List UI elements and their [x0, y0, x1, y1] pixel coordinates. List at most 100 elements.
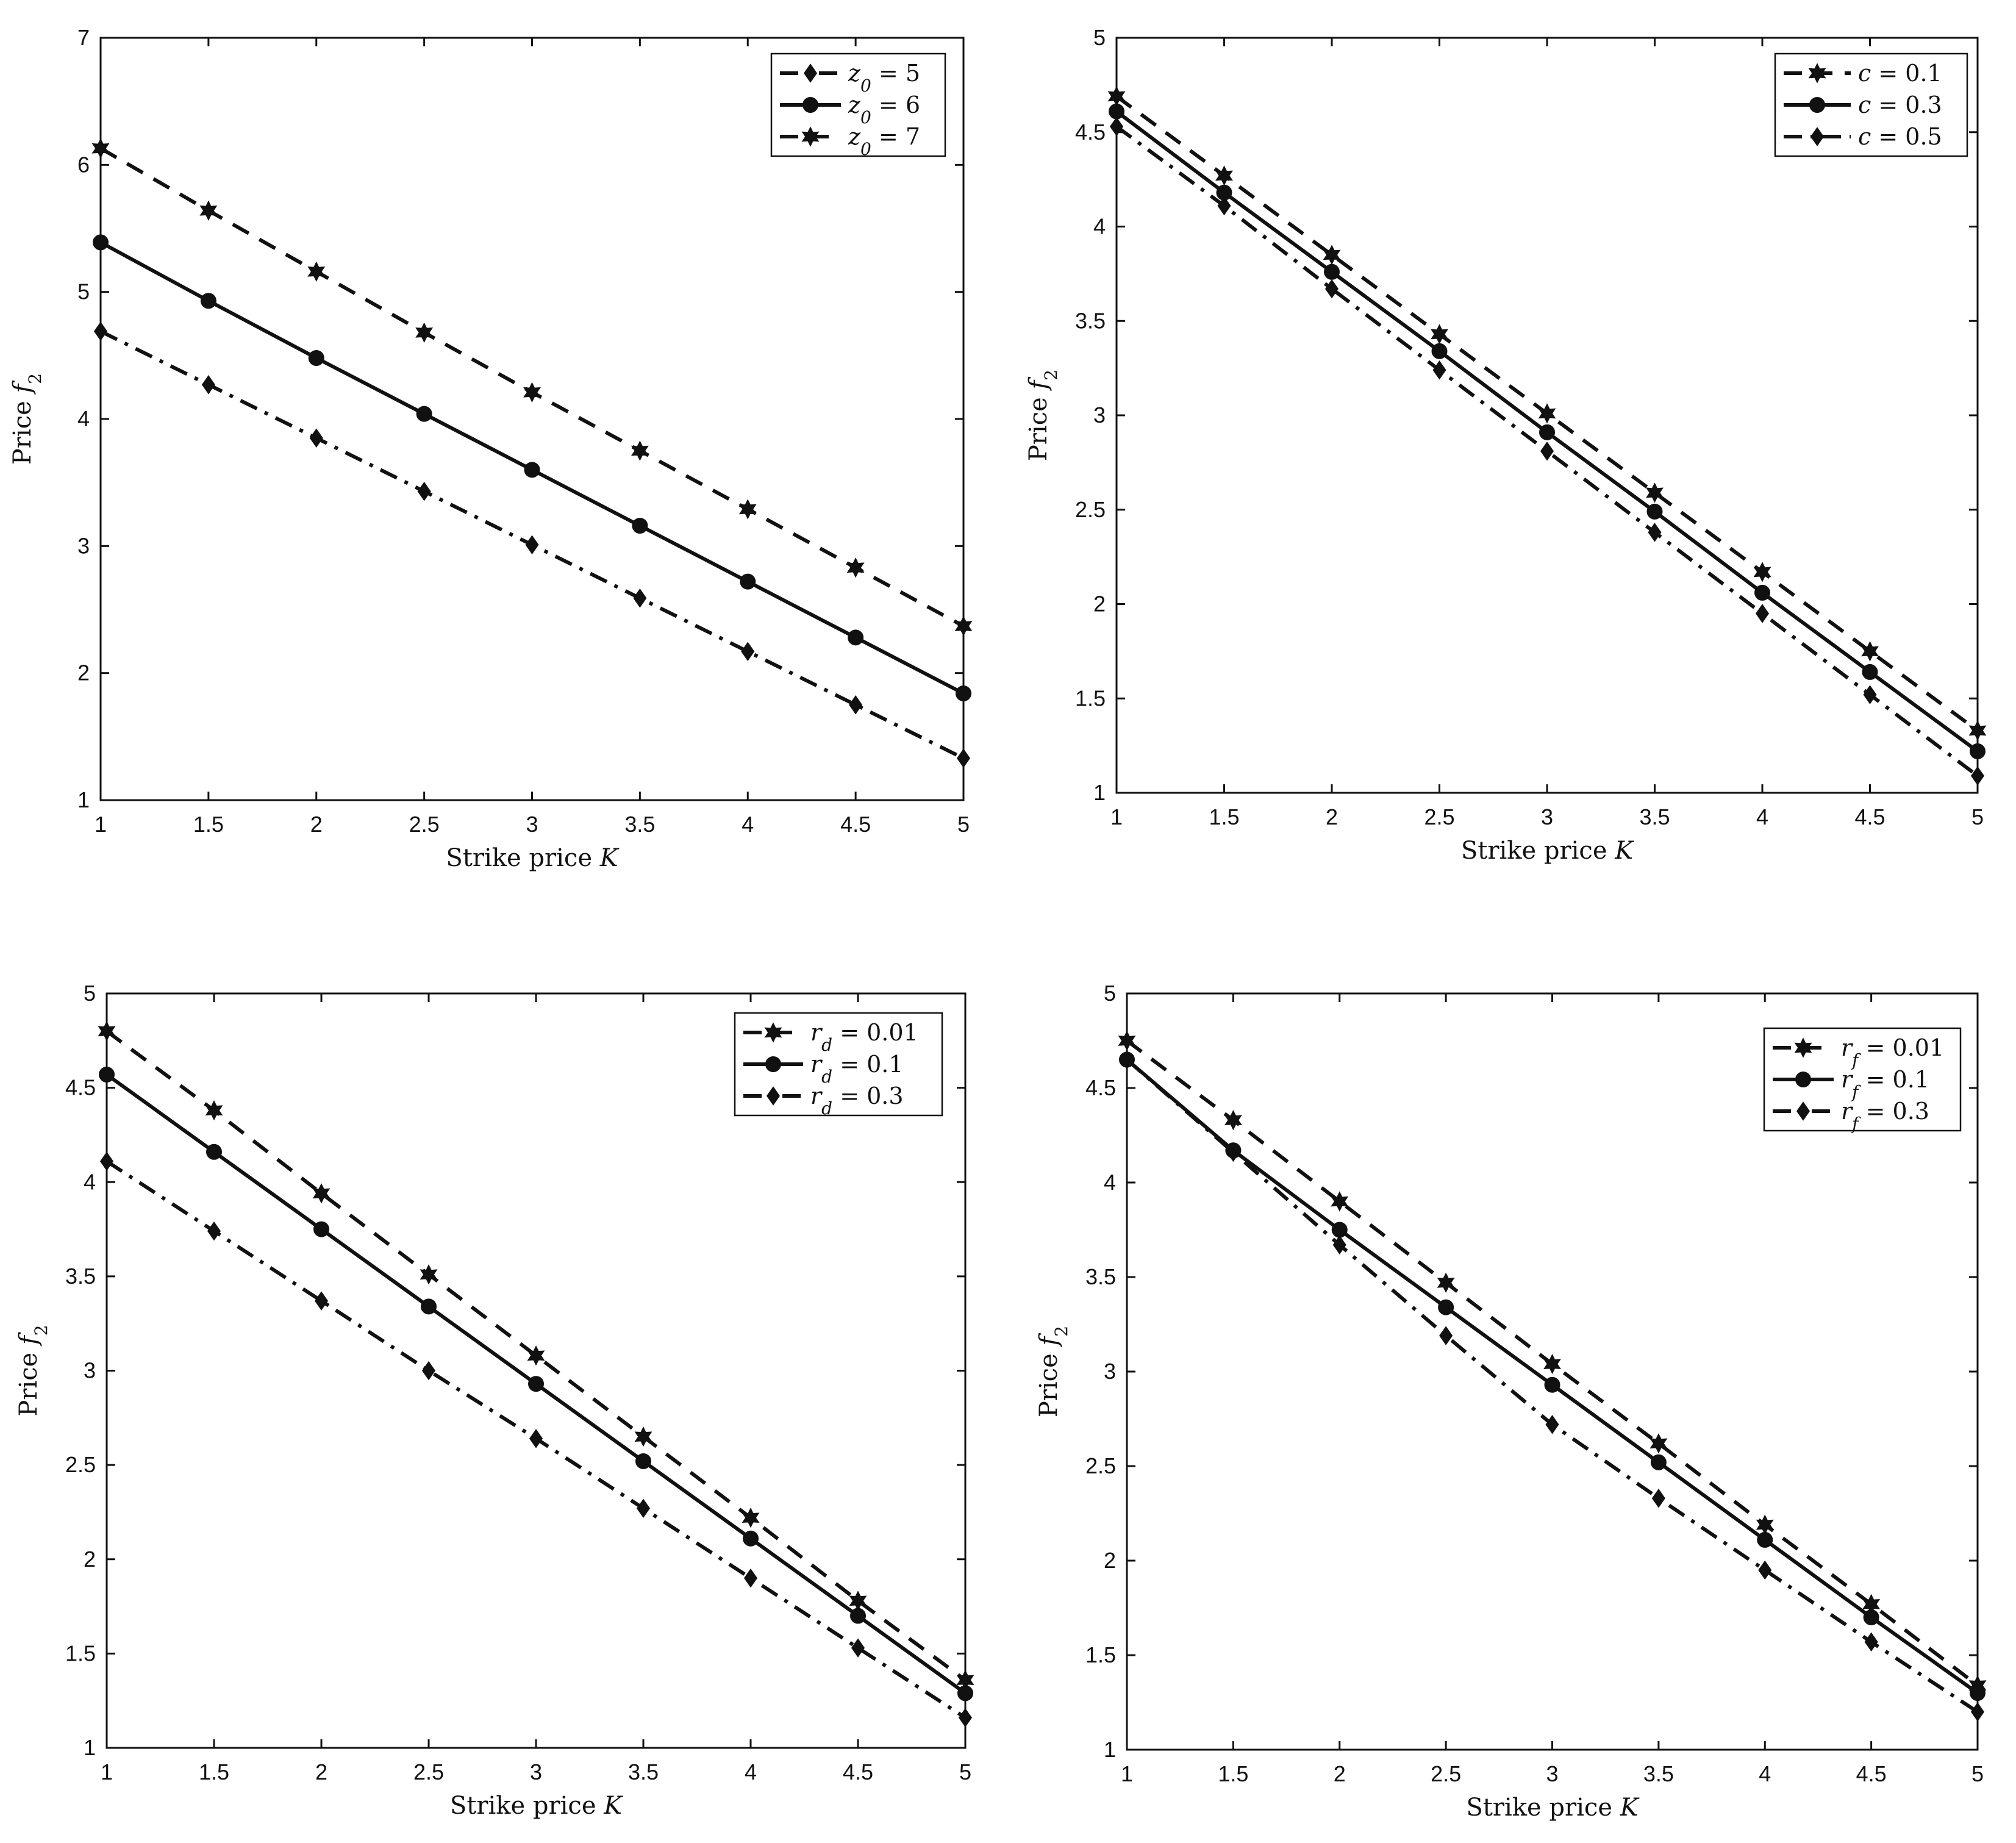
- data-point-diamond: [849, 695, 863, 715]
- y-tick-label: 5: [84, 981, 96, 1006]
- x-tick-label: 4: [745, 1759, 757, 1784]
- data-point-circle: [632, 518, 648, 534]
- legend-marker-hexagram: [1794, 1037, 1812, 1058]
- data-point-diamond: [636, 1498, 651, 1518]
- x-tick-label: 2: [1334, 1761, 1346, 1786]
- chart-panel-1: 1 1.5 2 2.5 3 3.5 4 4.5 5 1 2 3 4 5 6 7 Strike price K Pr…: [9, 25, 973, 872]
- data-point-diamond: [1332, 1235, 1346, 1255]
- data-point-hexagram: [523, 382, 541, 403]
- data-point-diamond: [1226, 1142, 1240, 1162]
- data-point-circle: [1431, 343, 1448, 359]
- legend-label: rd = 0.1: [810, 1051, 904, 1087]
- x-tick-label: 3.5: [1639, 804, 1670, 829]
- data-point-circle: [635, 1453, 651, 1469]
- legend-item: rd = 0.3: [743, 1083, 904, 1118]
- y-tick-label: 1: [1093, 780, 1106, 805]
- data-point-diamond: [1758, 1560, 1772, 1580]
- axes-frame: [1126, 992, 1979, 1751]
- x-tick-label: 4.5: [843, 1759, 873, 1784]
- data-point-diamond: [1109, 116, 1124, 137]
- data-point-diamond: [309, 428, 323, 448]
- y-tick-label: 5: [77, 279, 90, 304]
- legend-marker-circle: [1809, 97, 1825, 113]
- data-point-circle: [421, 1298, 437, 1315]
- chart-panel-3: 1 1.5 2 2.5 3 3.5 4 4.5 5 1 1.5 2 2.5 3 3.5 4 4.5 5 Strike…: [15, 981, 974, 1820]
- data-point-circle: [99, 1066, 115, 1083]
- x-tick-label: 1: [1121, 1761, 1133, 1786]
- legend-marker-diamond: [1796, 1101, 1810, 1121]
- x-axis-label: Strike price K: [1466, 1794, 1639, 1822]
- legend-label: rf = 0.1: [1841, 1066, 1929, 1102]
- legend-marker-hexagram: [764, 1022, 782, 1043]
- data-point-hexagram: [846, 557, 865, 578]
- x-tick-label: 4.5: [1854, 804, 1885, 829]
- y-axis-label: Price f2: [9, 373, 45, 465]
- axes-frame: [99, 37, 965, 801]
- legend-label: rf = 0.3: [1841, 1098, 1929, 1134]
- y-tick-label: 5: [1104, 981, 1116, 1006]
- data-point-diamond: [1864, 1632, 1878, 1652]
- data-point-circle: [1862, 664, 1878, 680]
- series-2: [99, 1066, 973, 1702]
- y-tick-label: 2: [77, 660, 90, 685]
- series-1: [1107, 86, 1987, 741]
- data-point-circle: [1324, 263, 1340, 280]
- y-tick-label: 3.5: [65, 1264, 96, 1289]
- data-point-circle: [1754, 584, 1770, 601]
- series-line-1: [105, 1029, 967, 1682]
- legend-item: c = 0.1: [1784, 60, 1942, 87]
- data-point-hexagram: [98, 1021, 116, 1042]
- x-tick-label: 2.5: [409, 812, 440, 837]
- legend-item: c = 0.3: [1784, 91, 1942, 118]
- data-point-circle: [308, 350, 324, 366]
- data-point-hexagram: [1437, 1272, 1455, 1293]
- data-point-circle: [1438, 1299, 1454, 1315]
- data-point-hexagram: [738, 499, 757, 520]
- y-tick-label: 4: [84, 1169, 96, 1194]
- data-point-diamond: [417, 482, 431, 501]
- legend-label: rd = 0.01: [810, 1019, 918, 1055]
- legend-label: z0 = 7: [848, 123, 920, 159]
- legend-marker-circle: [765, 1056, 781, 1072]
- x-tick-label: 2.5: [1431, 1761, 1461, 1786]
- data-point-diamond: [1755, 604, 1770, 623]
- legend-item: rf = 0.1: [1773, 1066, 1929, 1102]
- x-tick-label: 3.5: [624, 812, 655, 837]
- legend-marker-circle: [802, 97, 818, 113]
- series-3: [1120, 1050, 1985, 1722]
- legend-item: rd = 0.01: [743, 1019, 918, 1055]
- series-3: [99, 1151, 973, 1728]
- x-tick-label: 3: [530, 1759, 542, 1784]
- data-point-hexagram: [1753, 562, 1771, 582]
- data-point-circle: [1650, 1454, 1667, 1470]
- data-point-hexagram: [312, 1183, 331, 1204]
- data-point-circle: [524, 462, 540, 478]
- data-point-circle: [848, 629, 864, 646]
- data-point-circle: [206, 1143, 222, 1160]
- data-point-circle: [313, 1221, 329, 1237]
- y-tick-label: 2: [1093, 592, 1106, 617]
- y-tick-label: 1: [77, 787, 90, 812]
- y-tick-label: 3: [84, 1358, 96, 1383]
- x-tick-label: 4: [1756, 804, 1768, 829]
- data-point-hexagram: [91, 138, 110, 159]
- x-tick-label: 2.5: [413, 1759, 444, 1784]
- y-tick-label: 4.5: [1075, 120, 1106, 145]
- legend-item: z0 = 6: [780, 91, 920, 127]
- x-tick-label: 4.5: [1856, 1761, 1887, 1786]
- legend-marker-diamond: [1810, 127, 1825, 146]
- y-tick-label: 1: [84, 1735, 96, 1760]
- data-point-circle: [850, 1608, 866, 1624]
- legend-label: c = 0.1: [1858, 60, 1942, 87]
- y-tick-label: 5: [1093, 25, 1106, 50]
- x-tick-label: 5: [957, 812, 970, 837]
- data-point-diamond: [1439, 1326, 1453, 1345]
- data-point-hexagram: [1538, 403, 1556, 424]
- data-point-circle: [528, 1376, 544, 1392]
- y-tick-label: 6: [77, 152, 90, 177]
- data-point-circle: [416, 406, 432, 422]
- chart-panel-2: 1 1.5 2 2.5 3 3.5 4 4.5 5 1 1.5 2 2.5 3 3.5 4 4.5 5 Strike…: [1024, 25, 1987, 865]
- data-point-circle: [93, 234, 109, 251]
